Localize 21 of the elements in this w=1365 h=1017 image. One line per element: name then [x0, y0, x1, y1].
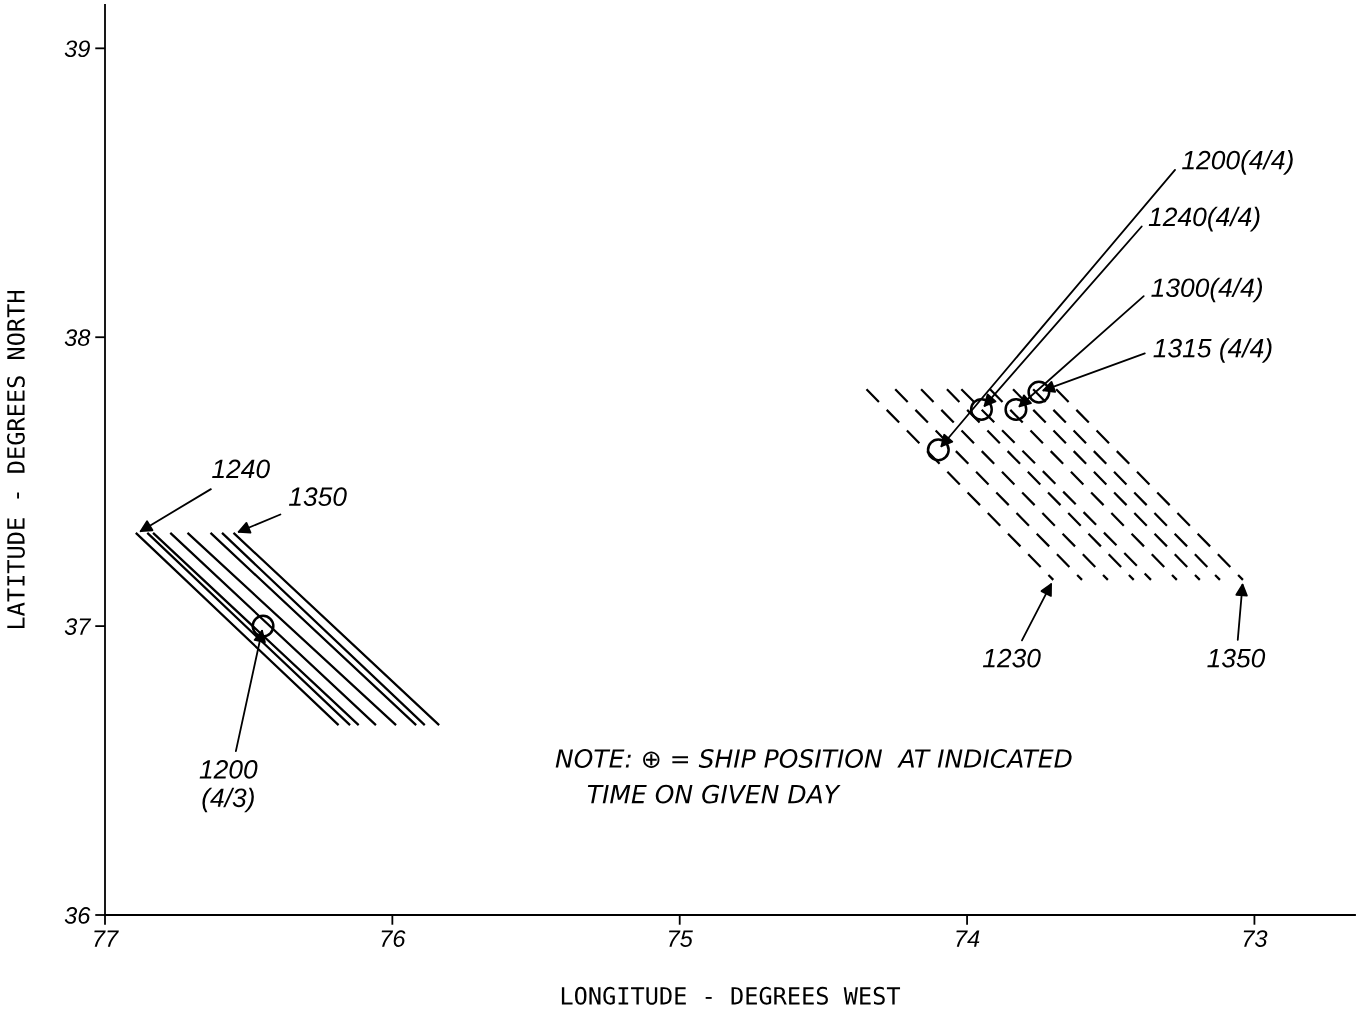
annotation: 1240(4/4) — [1148, 206, 1260, 232]
annotation: 1300(4/4) — [1151, 277, 1263, 303]
x-tick-label: 77 — [94, 930, 119, 947]
x-tick-label: 75 — [669, 930, 693, 947]
x-axis-title: LONGITUDE - DEGREES WEST — [561, 986, 901, 1005]
y-tick-label: 37 — [64, 618, 92, 635]
annotation: 1200(4/4) — [1182, 150, 1293, 175]
x-tick-label: 76 — [381, 930, 406, 947]
y-tick-label: 38 — [64, 329, 91, 347]
annotation: NOTE: ⊕ = SHIP POSITION AT INDICATED TIME ON GIVEN DAY — [555, 749, 1072, 804]
annotation: 1315 (4/4) — [1153, 338, 1272, 363]
y-axis-title: LATITUDE - DEGREES NORTH — [7, 290, 25, 629]
x-tick-label: 73 — [1243, 930, 1268, 947]
annotation: 1350 — [1207, 648, 1266, 668]
y-tick-label: 36 — [64, 907, 91, 924]
annotation: 1230 — [982, 648, 1041, 668]
annotation: 1350 — [288, 487, 347, 507]
annotation: 1240 — [212, 459, 270, 479]
y-tick-label: 39 — [64, 40, 90, 58]
x-tick-label: 74 — [956, 930, 980, 947]
annotation: 1200 (4/3) — [199, 760, 258, 813]
